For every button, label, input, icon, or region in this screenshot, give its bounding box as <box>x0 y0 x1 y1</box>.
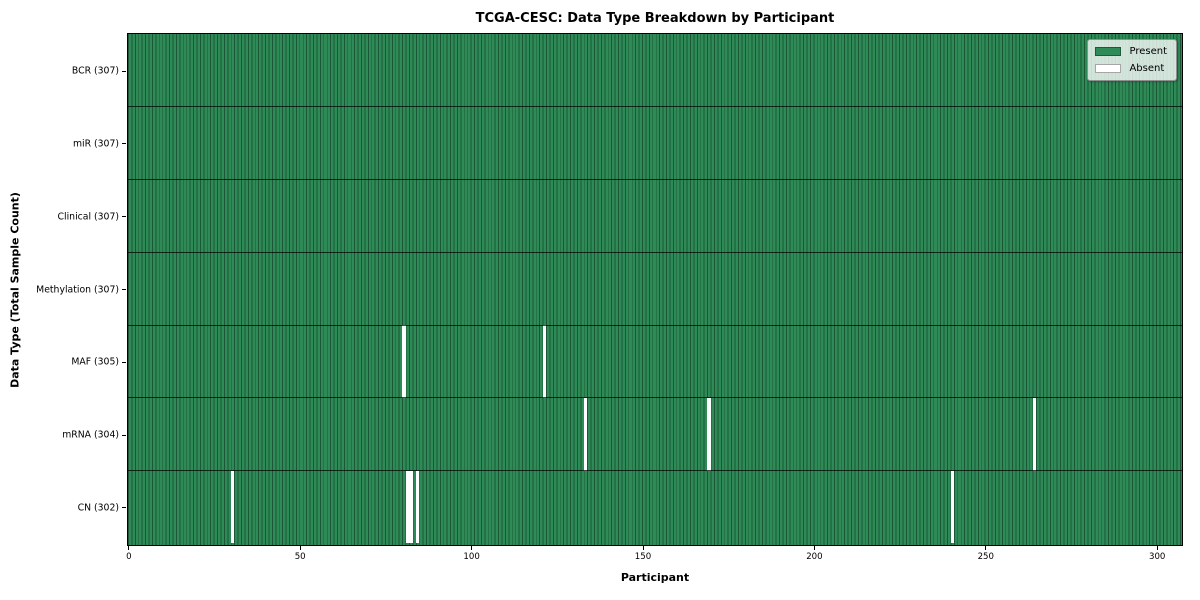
y-tick-mark <box>122 289 126 290</box>
y-tick-label-mrna: mRNA (304) <box>62 429 119 441</box>
y-tick-label-clinical: Clinical (307) <box>57 211 119 223</box>
legend-label-present: Present <box>1129 46 1167 57</box>
x-tick-mark <box>1156 546 1158 550</box>
row-divider-line <box>128 397 1182 399</box>
absent-gap-mrna <box>1033 397 1037 471</box>
x-tick-mark <box>128 546 130 550</box>
present-swatch <box>1095 47 1122 56</box>
legend: Present Absent <box>1087 39 1177 81</box>
y-tick-label-cn: CN (302) <box>77 502 119 514</box>
chart-title: TCGA-CESC: Data Type Breakdown by Partic… <box>475 11 835 26</box>
x-tick-mark <box>985 546 987 550</box>
legend-entry-present: Present <box>1095 46 1167 57</box>
row-divider-line <box>128 251 1182 253</box>
absent-swatch <box>1095 64 1122 73</box>
absent-gap-cn <box>950 470 955 544</box>
x-tick-label: 200 <box>806 552 823 562</box>
x-tick-mark <box>642 546 644 550</box>
y-tick-label-mir: miR (307) <box>72 138 119 150</box>
row-divider-line <box>128 106 1182 108</box>
y-tick-mark <box>122 143 126 145</box>
x-tick-label: 100 <box>463 552 480 562</box>
y-tick-label-maf: MAF (305) <box>71 356 119 368</box>
x-tick-label: 300 <box>1148 552 1166 562</box>
y-tick-mark <box>122 70 126 72</box>
y-tick-mark <box>122 434 126 436</box>
y-tick-label-methylation: Methylation (307) <box>36 284 119 295</box>
plot-area: Present Absent <box>127 33 1183 546</box>
absent-gap-maf <box>402 325 406 398</box>
legend-label-absent: Absent <box>1129 63 1165 74</box>
legend-entry-absent: Absent <box>1095 63 1167 74</box>
y-tick-mark <box>122 361 126 363</box>
y-tick-mark <box>122 507 126 509</box>
x-tick-mark <box>471 546 473 550</box>
row-divider-line <box>128 324 1182 326</box>
absent-gap-cn <box>405 470 413 544</box>
absent-gap-maf <box>542 325 547 398</box>
y-axis-label: Data Type (Total Sample Count) <box>8 192 22 388</box>
x-tick-label: 250 <box>977 552 994 562</box>
x-tick-mark <box>299 546 301 550</box>
absent-gap-mrna <box>707 397 711 471</box>
absent-gap-mrna <box>583 397 588 471</box>
absent-gap-cn <box>230 470 235 544</box>
row-divider-line <box>128 179 1182 181</box>
y-tick-mark <box>122 216 126 218</box>
absent-gap-cn <box>415 470 420 544</box>
x-axis-label: Participant <box>620 571 690 584</box>
x-tick-label: 50 <box>294 552 306 562</box>
row-divider-line <box>128 470 1182 472</box>
x-tick-label: 150 <box>634 552 652 562</box>
y-tick-label-bcr: BCR (307) <box>71 65 119 77</box>
x-tick-mark <box>813 546 815 550</box>
x-tick-label: 0 <box>126 552 132 562</box>
